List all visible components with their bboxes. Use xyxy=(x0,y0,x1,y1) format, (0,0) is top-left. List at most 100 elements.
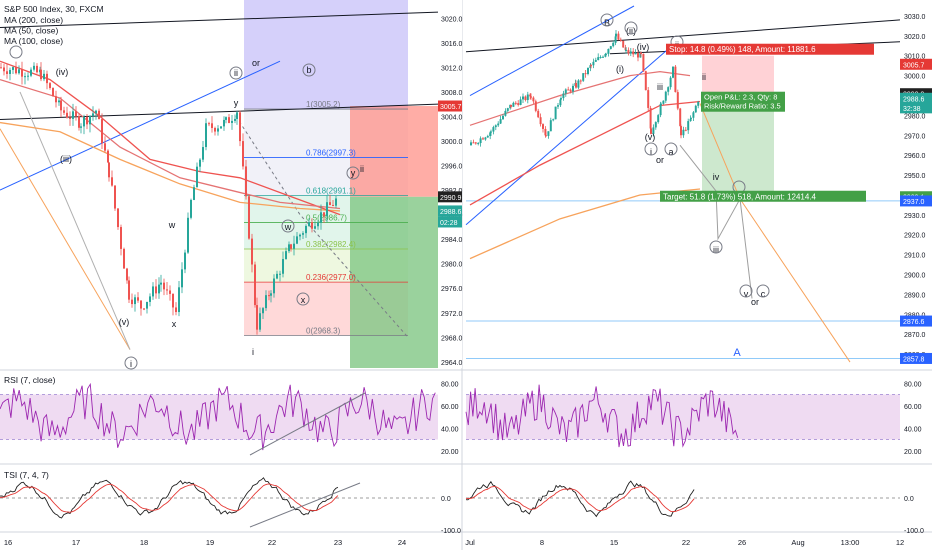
right-candle xyxy=(669,77,672,88)
right-time-label: 12 xyxy=(896,538,904,547)
left-candle xyxy=(256,305,258,330)
right-candle xyxy=(584,73,587,75)
right-candle xyxy=(614,36,617,43)
ma-legend-2: MA (100, close) xyxy=(4,36,63,46)
right-candle xyxy=(682,129,685,136)
tsi-pane-left[interactable]: TSI (7, 4, 7) xyxy=(0,470,438,528)
tsi-signal-line xyxy=(0,483,339,513)
left-time-label: 18 xyxy=(140,538,148,547)
left-candle xyxy=(3,67,5,72)
right-candle xyxy=(534,101,537,111)
right-candle xyxy=(692,112,695,118)
right-candle xyxy=(502,115,504,120)
left-candle xyxy=(268,295,270,297)
left-candle xyxy=(49,83,51,88)
right-time-label: Aug xyxy=(791,538,804,547)
left-candle xyxy=(6,71,8,74)
left-candle xyxy=(293,243,295,249)
left-candle xyxy=(290,244,292,249)
right-candle xyxy=(652,127,655,134)
left-candle xyxy=(214,127,216,132)
time-axis[interactable]: 16 17 18 19 22 23 24 Jul 8 15 22 26 Aug 13:00 12 xyxy=(4,538,904,547)
ma-50-line-right xyxy=(469,100,701,206)
right-candle xyxy=(530,96,532,98)
ma-200-line-left xyxy=(0,121,341,212)
rsi-pane-left[interactable]: RSI (7, close) xyxy=(0,375,438,456)
left-candle xyxy=(158,284,160,294)
left-time-label: 17 xyxy=(72,538,80,547)
left-price-tag xyxy=(438,100,462,112)
left-candle xyxy=(236,112,238,119)
right-price-chart[interactable]: B(ii)(iv)(i)iii(v)iiiaoriiiviiivcorAStop… xyxy=(465,5,901,363)
left-candle xyxy=(190,199,192,218)
rsi-axis-tick-left: 20.00 xyxy=(441,449,459,456)
right-candle xyxy=(577,80,580,88)
tsi-axis-tick-left: -100.0 xyxy=(441,528,461,535)
wave-label-right: ii xyxy=(702,72,706,82)
left-candle xyxy=(86,116,88,125)
left-candle xyxy=(262,308,264,314)
stop-zone-left xyxy=(350,106,438,197)
left-time-label: 19 xyxy=(206,538,214,547)
left-candle xyxy=(251,238,253,265)
trendline-blue xyxy=(0,60,281,191)
wave-label-right: (i) xyxy=(616,64,624,74)
rsi-axis[interactable]: 80.00 80.00 60.00 60.00 40.00 40.00 20.00 20.00 xyxy=(441,381,922,456)
wave-label-right: c xyxy=(761,289,766,299)
right-axis-tick: 2900.0 xyxy=(904,273,926,280)
wave-label-left: w xyxy=(284,222,292,232)
wave-circle-right xyxy=(709,240,723,254)
pnl-label-bg xyxy=(701,91,785,112)
rsi-axis-tick-right: 40.00 xyxy=(904,426,922,433)
right-candle xyxy=(629,51,632,54)
right-axis-tick: 3020.0 xyxy=(904,34,926,41)
left-candle xyxy=(66,112,68,118)
left-candle xyxy=(24,76,26,78)
target-label: Target: 51.8 (1.73%) 518, Amount: 12414.… xyxy=(663,193,817,202)
left-candle xyxy=(299,234,301,237)
left-candle xyxy=(211,123,213,128)
right-candle xyxy=(512,102,515,107)
left-candle xyxy=(58,100,60,103)
trendline-top xyxy=(0,11,439,28)
right-candle xyxy=(532,97,535,102)
ma-100-line-left xyxy=(0,79,341,210)
wave-label-left: b xyxy=(306,65,311,75)
right-time-label: 22 xyxy=(682,538,690,547)
left-candle xyxy=(140,300,142,309)
rsi-pane-right[interactable] xyxy=(465,384,900,448)
right-candle xyxy=(607,48,610,54)
left-candle xyxy=(187,217,189,253)
left-price-chart[interactable]: 1(3005.2)0.786(2997.3)0.618(2991.1)0.5(2… xyxy=(0,0,439,370)
left-chart-title: S&P 500 Index, 30, FXCM xyxy=(4,4,104,14)
wave-label-left: or xyxy=(252,58,260,68)
left-candle xyxy=(89,116,91,125)
wave-circle-left xyxy=(9,45,23,59)
right-candle xyxy=(474,142,477,144)
left-candle xyxy=(282,259,284,274)
right-candle xyxy=(660,103,662,105)
tsi-axis-tick-right: -100.0 xyxy=(904,528,924,535)
right-candle xyxy=(644,71,647,91)
left-price-axis[interactable]: 3020.0 3016.0 3012.0 3008.0 3004.0 3000.0 2996… xyxy=(438,0,463,368)
left-time-label: 22 xyxy=(268,538,276,547)
wave-label-right: i xyxy=(650,147,652,157)
tsi-axis[interactable]: 0.0 0.0 -100.0 -100.0 xyxy=(441,496,924,535)
left-candle xyxy=(46,73,48,84)
right-candle xyxy=(627,49,630,54)
left-candle xyxy=(92,113,94,117)
right-axis-tick: 2930.0 xyxy=(904,213,926,220)
right-price-axis[interactable]: 3030.03020.03010.03000.02990.02980.02970… xyxy=(900,0,932,368)
right-candle xyxy=(592,61,595,66)
right-price-tag-label: 2857.8 xyxy=(903,356,925,363)
left-candle xyxy=(15,67,17,74)
left-time-label: 16 xyxy=(4,538,12,547)
right-candle xyxy=(654,122,657,128)
right-time-label: 8 xyxy=(540,538,544,547)
tsi-pane-right[interactable] xyxy=(465,480,900,518)
right-candle xyxy=(572,85,574,92)
left-candle xyxy=(317,222,319,227)
right-candle xyxy=(637,52,639,58)
